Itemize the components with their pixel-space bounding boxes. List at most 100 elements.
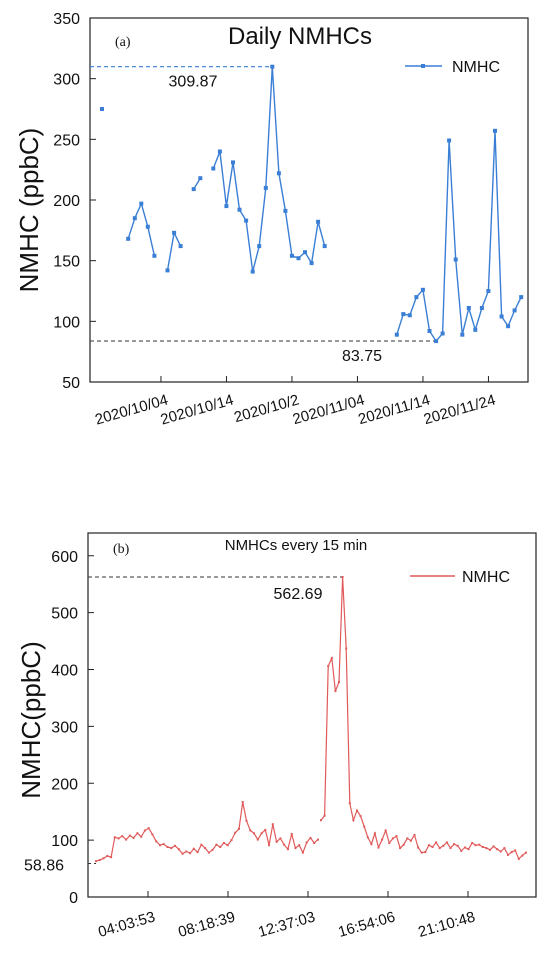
panel-b-point	[185, 850, 188, 853]
panel-b-point	[294, 847, 297, 850]
panel-b-point	[435, 841, 438, 844]
panel-b-xtick-label: 08:18:39	[176, 909, 237, 941]
panel-b-point	[460, 849, 463, 852]
panel-b-xtick-label: 16:54:06	[336, 909, 397, 941]
panel-b-point	[413, 834, 416, 836]
panel-b-min-label: 58.86	[24, 858, 64, 875]
panel-a-point	[237, 207, 242, 212]
panel-a-legend: NMHC	[405, 59, 500, 76]
panel-b-point	[395, 835, 398, 838]
panel-a-ytick-label: 50	[62, 375, 80, 392]
panel-b-point	[301, 851, 304, 854]
panel-b-point	[271, 823, 274, 826]
panel-b-point	[181, 852, 184, 855]
panel-b-point	[363, 825, 366, 828]
panel-b-point	[170, 847, 173, 850]
panel-b-point	[341, 576, 344, 578]
panel-b-ytick-label: 400	[51, 663, 78, 680]
panel-a-title: Daily NMHCs	[228, 23, 372, 50]
panel-a: (a) Daily NMHCs NMHC (ppbC) 50 100 150 200 2…	[14, 11, 529, 429]
panel-b-point	[125, 838, 128, 841]
panel-b-point	[317, 838, 319, 841]
panel-b-ytick-label: 500	[51, 606, 78, 623]
panel-a-series-line	[127, 201, 156, 256]
panel-b-max-label: 562.69	[274, 586, 323, 603]
panel-b-point	[517, 857, 520, 860]
panel-a-point	[224, 204, 229, 209]
panel-a-point	[152, 253, 157, 258]
panel-b-point	[305, 841, 308, 844]
panel-b-point	[128, 834, 131, 837]
panel-b-point	[189, 852, 192, 855]
panel-a-point	[244, 218, 249, 223]
panel-a-point	[506, 324, 511, 329]
panel-b-point	[143, 829, 146, 832]
panel-b-point	[499, 850, 502, 853]
panel-b-point	[309, 836, 312, 839]
panel-a-series-line	[212, 66, 326, 272]
panel-b-point	[478, 843, 481, 846]
panel-a-point	[250, 269, 255, 274]
panel-b-point	[381, 838, 384, 841]
panel-a-point	[466, 306, 471, 310]
panel-b-point	[260, 832, 263, 835]
panel-b-ytick-label: 0	[69, 890, 78, 907]
panel-b-point	[234, 831, 237, 834]
panel-b-point	[463, 846, 466, 849]
panel-b-point	[238, 827, 240, 830]
panel-b-point	[241, 801, 244, 803]
panel-a-point	[276, 171, 281, 176]
panel-a-point	[453, 257, 458, 262]
panel-a-point	[486, 289, 491, 293]
panel-b-point	[253, 832, 255, 835]
panel-a-ytick-label: 100	[53, 314, 80, 331]
panel-b-point	[286, 848, 289, 851]
panel-a-point	[512, 308, 517, 313]
panel-a-point	[211, 166, 216, 171]
panel-a-point	[440, 331, 445, 336]
panel-a-point	[198, 176, 203, 181]
panel-b-point	[474, 844, 477, 847]
panel-b-point	[373, 832, 376, 835]
panel-b-point	[207, 851, 210, 854]
panel-b-point	[256, 838, 259, 841]
panel-b-point	[151, 833, 154, 836]
panel-b-point	[449, 847, 452, 850]
panel-b-point	[359, 815, 362, 818]
panel-b-point	[424, 851, 427, 854]
panel-a-series-line	[396, 130, 522, 343]
panel-b-point	[417, 846, 420, 849]
panel-b-point	[514, 849, 517, 852]
panel-b-point	[338, 681, 340, 683]
panel-a-ytick-label: 200	[53, 193, 80, 210]
panel-a-point	[231, 160, 235, 165]
panel-a-point	[283, 208, 288, 213]
panel-b-point	[279, 837, 282, 840]
panel-a-series-line	[166, 230, 182, 271]
panel-a-point	[178, 244, 183, 249]
panel-b-point	[489, 848, 491, 851]
panel-b-point	[525, 851, 527, 854]
panel-b-point	[166, 846, 169, 848]
panel-a-point	[427, 329, 432, 333]
panel-b-legend-label: NMHC	[462, 569, 510, 586]
panel-a-ytick-label: 300	[53, 72, 80, 89]
panel-b-point	[507, 853, 509, 856]
panel-b-point	[366, 836, 369, 839]
panel-b-point	[406, 837, 409, 840]
panel-a-annotation-lines	[90, 66, 437, 342]
panel-b-xtick-label: 04:03:53	[96, 909, 157, 941]
panel-b-point	[222, 842, 225, 844]
panel-b-point	[159, 844, 161, 847]
panel-b-point	[481, 846, 484, 848]
panel-a-max-label: 309.87	[169, 74, 218, 91]
panel-b-point	[275, 840, 278, 843]
panel-b-point	[388, 842, 391, 844]
panel-a-point	[401, 312, 406, 317]
panel-a-point	[434, 339, 439, 344]
panel-a-xtick-label: 2020/11/04	[291, 392, 367, 429]
panel-b-point	[113, 836, 116, 839]
panel-b-xtick-label: 21:10:48	[416, 909, 477, 941]
panel-b-point	[352, 819, 355, 822]
panel-b-point	[226, 844, 229, 847]
